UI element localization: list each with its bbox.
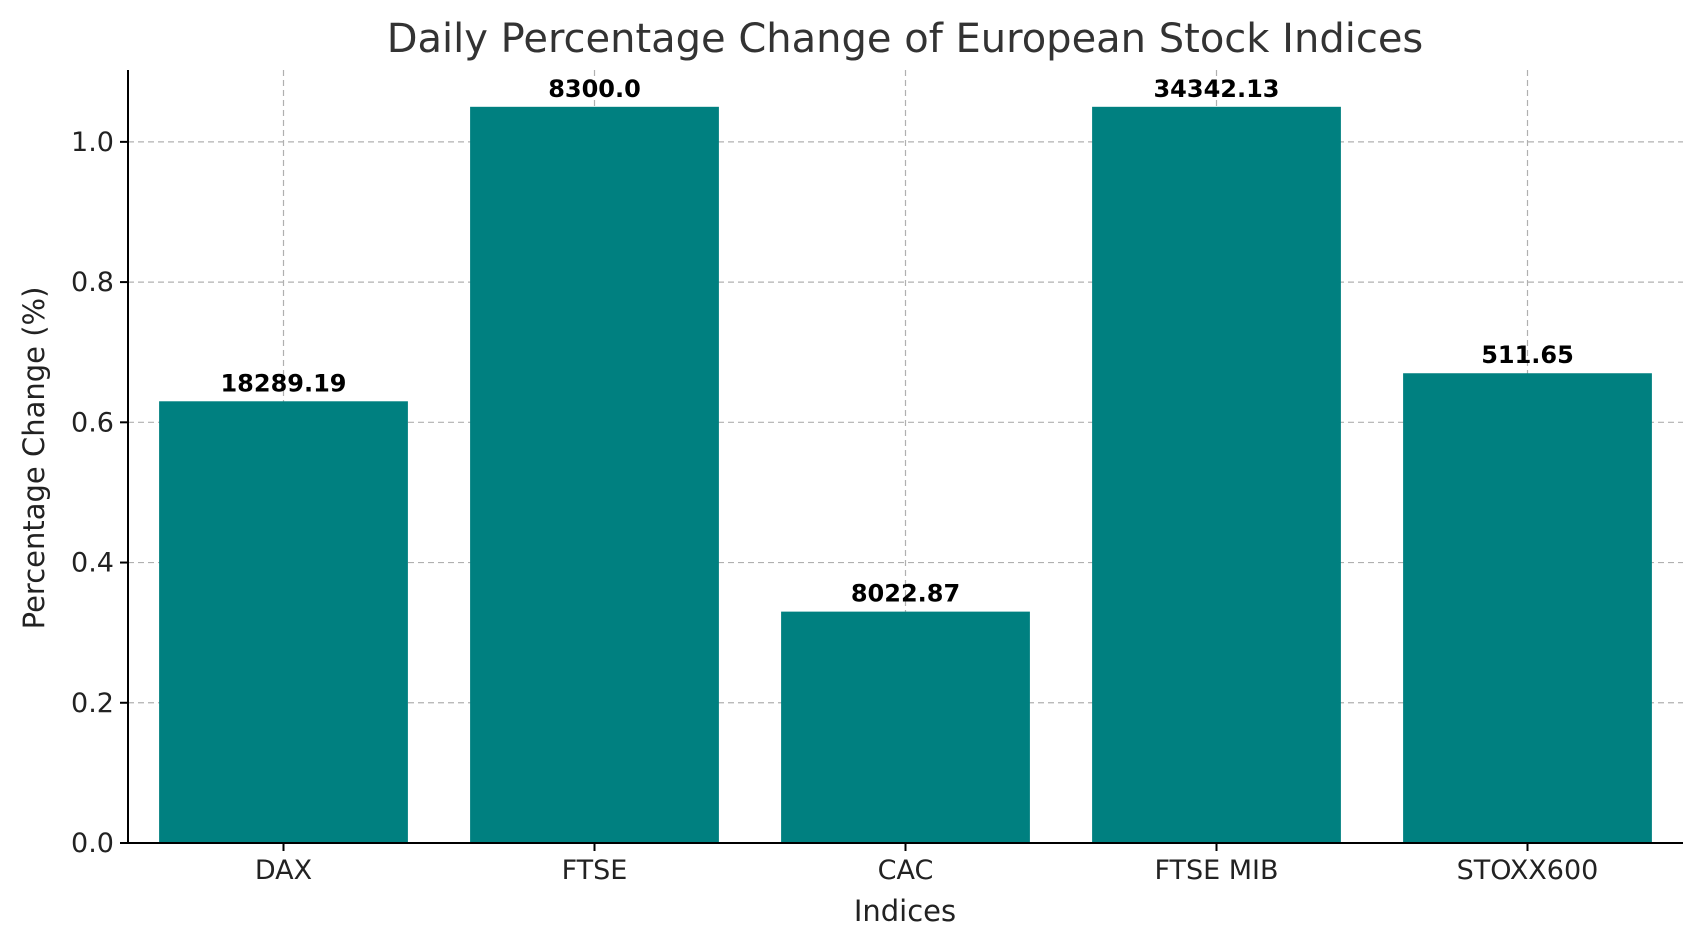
x-tick-label: FTSE MIB (1154, 855, 1278, 886)
x-tick-label: CAC (878, 855, 934, 886)
bar-data-label: 8022.87 (851, 580, 960, 608)
y-tick-label: 0.0 (71, 828, 114, 859)
bar-data-label: 18289.19 (220, 369, 346, 397)
x-tick-label: STOXX600 (1457, 855, 1599, 886)
y-tick-label: 0.6 (71, 407, 114, 438)
y-tick-label: 1.0 (71, 127, 114, 158)
data-labels: 18289.19 8300.0 8022.87 34342.13 511.65 (220, 75, 1573, 608)
x-ticks: DAX FTSE CAC FTSE MIB STOXX600 (255, 843, 1598, 886)
bar-stoxx600 (1403, 373, 1652, 843)
bar-data-label: 8300.0 (548, 75, 641, 103)
x-tick-label: FTSE (562, 855, 628, 886)
bar-data-label: 511.65 (1481, 341, 1574, 369)
bar-cac (781, 611, 1030, 843)
y-tick-label: 0.4 (71, 548, 114, 579)
bar-ftse-mib (1092, 106, 1341, 844)
x-tick-label: DAX (255, 855, 312, 886)
y-tick-label: 0.2 (71, 688, 114, 719)
x-axis-label: Indices (854, 894, 956, 928)
bar-dax (159, 401, 408, 843)
y-axis-label: Percentage Change (%) (17, 287, 51, 630)
chart-title: Daily Percentage Change of European Stoc… (387, 16, 1424, 62)
y-ticks: 0.0 0.2 0.4 0.6 0.8 1.0 (71, 127, 128, 859)
y-tick-label: 0.8 (71, 267, 114, 298)
bar-data-label: 34342.13 (1153, 75, 1279, 103)
bar-ftse (470, 106, 719, 844)
bars (159, 106, 1652, 844)
